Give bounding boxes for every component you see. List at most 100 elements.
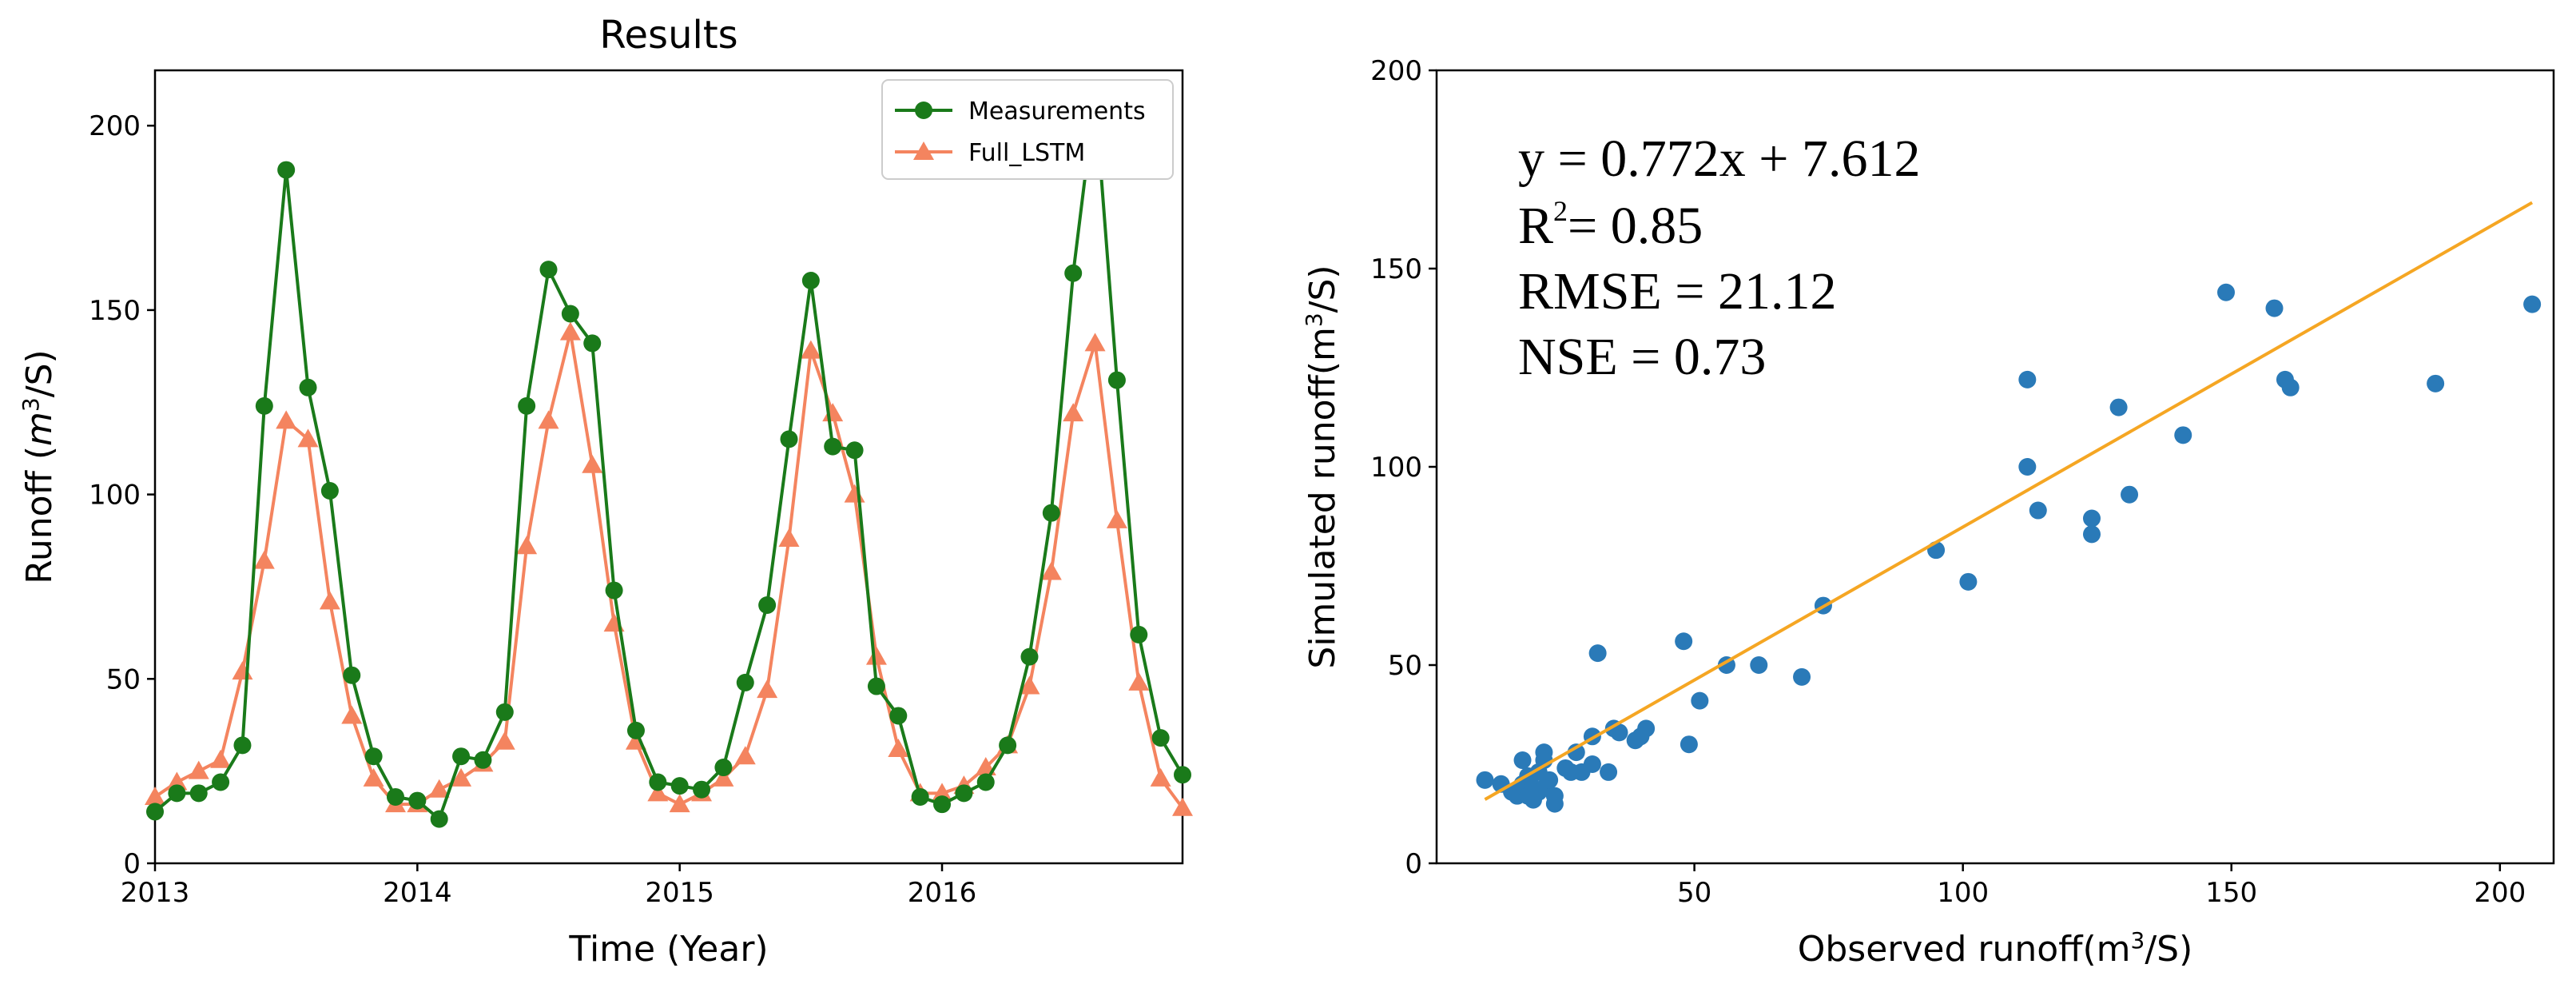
x-tick-label: 100: [1937, 877, 1989, 909]
data-point-full-lstm: [297, 428, 319, 448]
scatter-point: [1793, 667, 1811, 686]
timeseries-plot-frame: [153, 69, 1184, 865]
scatter-point: [1637, 719, 1656, 738]
y-tick-label: 100: [89, 480, 141, 512]
timeseries-chart: Results 0 50 100 150 200 2013 2014 2015 2016 Ti…: [18, 13, 1193, 970]
scatter-x-ticks: 50 100 150 200: [1677, 863, 2526, 909]
data-point-full-lstm: [778, 528, 800, 547]
data-point-measurements: [605, 581, 623, 600]
scatter-point: [1680, 735, 1698, 754]
data-point-full-lstm: [647, 783, 669, 802]
data-point-measurements: [518, 396, 536, 415]
data-point-measurements: [233, 736, 252, 755]
scatter-point: [2281, 378, 2300, 396]
data-point-measurements: [1130, 625, 1148, 643]
data-point-full-lstm: [494, 731, 515, 750]
series-line-full-lstm: [153, 332, 1184, 809]
data-point-measurements: [386, 787, 404, 806]
legend-entry-full-lstm: Full_LSTM: [895, 139, 1085, 167]
data-point-full-lstm: [516, 536, 538, 555]
data-point-full-lstm: [276, 410, 297, 429]
data-point-measurements: [976, 773, 995, 791]
legend-label-full-lstm: Full_LSTM: [968, 139, 1085, 167]
scatter-point: [2018, 458, 2037, 476]
data-point-measurements: [474, 751, 492, 769]
y-tick-label: 50: [1388, 650, 1422, 682]
scatter-point: [2174, 426, 2192, 444]
data-point-full-lstm: [166, 771, 188, 791]
data-point-measurements: [1042, 504, 1060, 522]
data-point-measurements: [430, 810, 448, 828]
data-point-measurements: [824, 437, 842, 456]
data-point-full-lstm: [319, 591, 340, 610]
data-point-measurements: [1151, 729, 1170, 747]
data-point-full-lstm: [822, 403, 844, 422]
x-tick-label: 2013: [121, 877, 190, 909]
scatter-point: [1540, 771, 1559, 789]
data-point-full-lstm: [145, 786, 165, 805]
data-point-full-lstm: [559, 321, 581, 341]
y-tick-label: 200: [1370, 55, 1422, 87]
y-tick-label: 0: [123, 848, 141, 880]
data-point-measurements: [758, 596, 777, 615]
data-point-full-lstm: [232, 661, 253, 680]
data-point-measurements: [670, 777, 689, 795]
legend-swatch-full-lstm-marker: [913, 141, 934, 160]
data-point-measurements: [736, 673, 754, 691]
data-point-full-lstm: [844, 484, 865, 503]
x-tick-label: 50: [1677, 877, 1711, 909]
legend-box: [881, 79, 1174, 180]
regression-equation: y = 0.772x + 7.612: [1518, 129, 1920, 188]
timeseries-y-ticks: 0 50 100 150 200: [89, 110, 155, 880]
data-point-full-lstm: [253, 550, 275, 569]
data-point-full-lstm: [1019, 675, 1040, 695]
scatter-point: [1513, 751, 1532, 770]
regression-line: [1484, 201, 2534, 801]
y-tick-label: 200: [89, 110, 141, 142]
y-tick-label: 150: [1370, 253, 1422, 285]
scatter-point: [2523, 295, 2542, 313]
data-point-measurements: [539, 261, 558, 279]
scatter-point: [1675, 632, 1693, 651]
data-point-measurements: [299, 378, 317, 396]
data-point-full-lstm: [757, 679, 778, 699]
data-point-measurements: [933, 795, 952, 814]
data-point-full-lstm: [865, 646, 887, 665]
data-point-measurements: [1020, 647, 1039, 666]
data-point-measurements: [364, 747, 383, 766]
data-point-measurements: [343, 666, 361, 684]
data-point-measurements: [649, 773, 667, 791]
data-point-measurements: [1107, 371, 1126, 389]
data-point-measurements: [1174, 766, 1191, 784]
data-point-full-lstm: [210, 749, 232, 768]
scatter-x-axis-label: Observed runoff(m3/S): [1798, 927, 2193, 970]
data-point-full-lstm: [1172, 797, 1193, 816]
y-tick-label: 100: [1370, 452, 1422, 484]
data-point-full-lstm: [1106, 509, 1127, 528]
x-tick-label: 200: [2474, 877, 2526, 909]
data-point-measurements: [452, 747, 471, 766]
scatter-y-ticks: 0 50 100 150 200: [1370, 55, 1437, 880]
data-point-measurements: [408, 791, 427, 810]
scatter-point: [1750, 656, 1768, 674]
data-point-full-lstm: [582, 454, 603, 473]
scatter-point: [2082, 525, 2101, 544]
scatter-point: [1600, 763, 1618, 781]
scatter-point: [2109, 398, 2128, 416]
rmse: RMSE = 21.12: [1518, 262, 1836, 321]
data-point-measurements: [168, 784, 186, 803]
data-point-full-lstm: [800, 340, 821, 359]
data-point-measurements: [801, 271, 820, 289]
data-point-measurements: [561, 305, 579, 323]
scatter-point: [2427, 374, 2445, 392]
scatter-point: [1610, 723, 1628, 742]
data-point-measurements: [1064, 264, 1083, 282]
data-point-full-lstm: [188, 760, 209, 779]
scatter-point: [2029, 501, 2047, 520]
x-tick-label: 150: [2205, 877, 2257, 909]
timeseries-legend: Measurements Full_LSTM: [881, 79, 1174, 180]
series-full-lstm: [145, 321, 1193, 816]
data-point-measurements: [212, 773, 230, 791]
data-point-full-lstm: [1150, 767, 1171, 787]
